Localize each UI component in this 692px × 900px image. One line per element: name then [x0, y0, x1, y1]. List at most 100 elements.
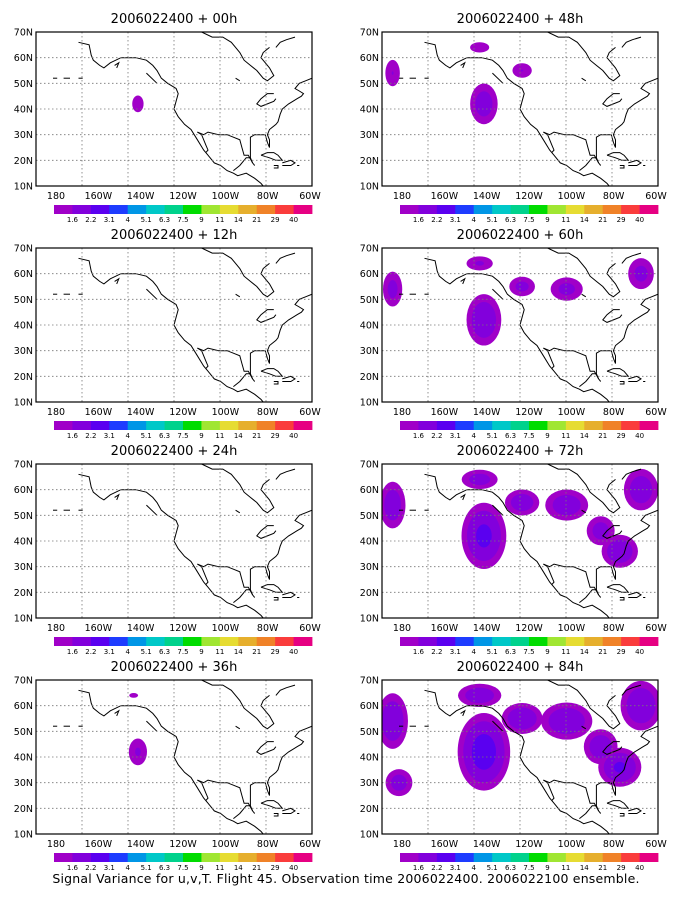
- variance-contour: [471, 733, 497, 770]
- lat-tick-label: 40N: [14, 105, 33, 116]
- lat-tick-label: 60N: [14, 485, 33, 496]
- coastline: [146, 720, 158, 732]
- lon-tick-label: 80W: [603, 623, 625, 634]
- coastline: [619, 381, 625, 385]
- colorbar-swatch: [109, 205, 129, 214]
- colorbar-label: 14: [580, 432, 589, 440]
- lon-tick-label: 180: [47, 407, 65, 418]
- map-panel: 2006022400 + 72h 70N 60N 50N 40N 30N 20N 10N 180…: [360, 444, 668, 656]
- colorbar-swatch: [293, 421, 313, 430]
- lon-tick-label: 120W: [169, 839, 197, 850]
- colorbar-label: 21: [598, 216, 607, 224]
- colorbar-swatch: [72, 205, 92, 214]
- lon-tick-label: 120W: [169, 407, 197, 418]
- lon-tick-label: 160W: [85, 191, 113, 202]
- coastline: [619, 165, 625, 169]
- lon-tick-label: 100W: [212, 623, 240, 634]
- colorbar-swatch: [146, 853, 165, 862]
- variance-contour: [515, 281, 529, 292]
- variance-contour: [558, 283, 575, 296]
- colorbar-swatch: [492, 421, 511, 430]
- lat-tick-label: 10N: [360, 182, 379, 193]
- lon-tick-label: 160W: [431, 839, 459, 850]
- coastline: [260, 584, 284, 593]
- colorbar-label: 1.6: [67, 216, 79, 224]
- colorbar-swatch: [146, 637, 165, 646]
- lat-tick-label: 40N: [14, 753, 33, 764]
- variance-contour: [470, 42, 490, 53]
- variance-contour: [471, 301, 497, 338]
- coastline: [197, 347, 254, 380]
- coastline: [543, 131, 555, 153]
- variance-contour: [589, 735, 612, 759]
- colorbar-swatch: [219, 421, 239, 430]
- colorbar-label: 2.2: [431, 432, 442, 440]
- lat-tick-label: 40N: [360, 537, 379, 548]
- colorbar-swatch: [529, 853, 548, 862]
- lat-tick-label: 20N: [360, 372, 379, 383]
- coastline: [547, 680, 621, 730]
- colorbar-swatch: [602, 205, 622, 214]
- coastline: [606, 152, 630, 161]
- colorbar-label: 9: [199, 864, 203, 872]
- coastline: [606, 368, 630, 377]
- coastline: [628, 159, 642, 166]
- colorbar-label: 4: [471, 216, 476, 224]
- colorbar-swatch: [547, 421, 567, 430]
- coastline: [460, 709, 466, 717]
- variance-contour: [607, 539, 633, 563]
- colorbar-swatch: [275, 853, 294, 862]
- colorbar-label: 14: [234, 864, 243, 872]
- lat-tick-label: 30N: [14, 778, 33, 789]
- map-frame: [381, 31, 659, 187]
- lon-tick-label: 60W: [299, 839, 321, 850]
- colorbar-label: 4: [471, 864, 476, 872]
- coastline: [581, 293, 587, 298]
- panel-title: 2006022400 + 00h: [111, 12, 238, 27]
- coastline: [282, 591, 296, 598]
- coastline: [273, 597, 279, 601]
- coastline: [235, 725, 241, 730]
- coastline: [543, 779, 600, 812]
- colorbar-swatch: [183, 205, 202, 214]
- variance-contour: [382, 701, 404, 741]
- colorbar-swatch: [436, 853, 456, 862]
- variance-contour: [135, 747, 141, 757]
- coastline: [146, 504, 158, 516]
- lat-tick-label: 60N: [14, 269, 33, 280]
- coastline: [492, 504, 504, 516]
- lon-tick-label: 80W: [603, 407, 625, 418]
- lon-tick-label: 180: [393, 839, 411, 850]
- lon-tick-label: 120W: [169, 191, 197, 202]
- colorbar-swatch: [146, 421, 165, 430]
- lat-tick-label: 40N: [360, 105, 379, 116]
- colorbar-swatch: [54, 637, 73, 646]
- colorbar-label: 6.3: [505, 864, 516, 872]
- colorbar-label: 14: [234, 648, 243, 656]
- coastline: [602, 309, 623, 323]
- lon-tick-label: 100W: [558, 839, 586, 850]
- colorbar-swatch: [510, 421, 530, 430]
- map-frame: [35, 679, 313, 835]
- coastline: [492, 72, 504, 84]
- coastline: [235, 77, 241, 82]
- colorbar-label: 6.3: [505, 432, 516, 440]
- colorbar-swatch: [455, 637, 475, 646]
- coastline: [114, 277, 120, 285]
- colorbar-swatch: [164, 421, 184, 430]
- colorbar-label: 5.1: [487, 216, 498, 224]
- colorbar-swatch: [621, 205, 640, 214]
- map-area: [382, 680, 658, 834]
- colorbar-swatch: [547, 853, 567, 862]
- variance-contour: [520, 69, 524, 72]
- lat-tick-label: 70N: [14, 460, 33, 471]
- colorbar-label: 2.2: [85, 216, 96, 224]
- variance-contour: [510, 493, 534, 512]
- coastline: [260, 800, 284, 809]
- coastline: [273, 381, 279, 385]
- coastline: [197, 779, 209, 801]
- lat-tick-label: 30N: [360, 346, 379, 357]
- figure-caption: Signal Variance for u,v,T. Flight 45. Ob…: [52, 871, 640, 886]
- coastline: [260, 368, 284, 377]
- lon-tick-label: 80W: [257, 191, 279, 202]
